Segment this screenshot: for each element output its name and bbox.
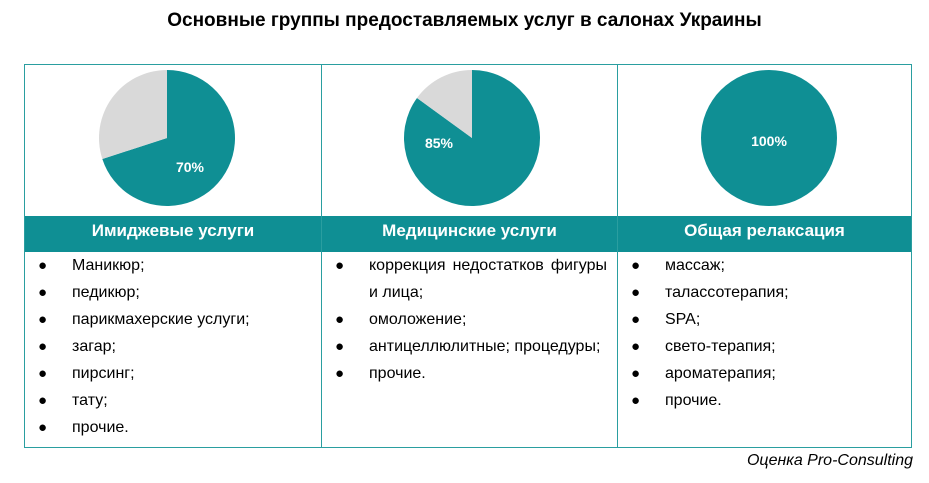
list-item: ● тату; bbox=[25, 387, 321, 414]
pie-chart-medical: 85% bbox=[322, 65, 617, 216]
pie-slice-value bbox=[102, 70, 235, 206]
bullet-icon: ● bbox=[38, 419, 48, 436]
bullet-icon: ● bbox=[38, 284, 48, 301]
pie-slice-value bbox=[701, 70, 837, 206]
bullet-icon: ● bbox=[38, 311, 48, 328]
bullet-icon: ● bbox=[38, 338, 48, 355]
bullet-icon: ● bbox=[631, 365, 641, 382]
list-item: ● прочие. bbox=[322, 360, 617, 387]
chart-title: Основные группы предоставляемых услуг в … bbox=[167, 10, 762, 31]
services-list: ● коррекция недостатков фигуры и лица; ● о… bbox=[322, 252, 617, 387]
list-item: ● парикмахерские услуги; bbox=[25, 306, 321, 333]
bullet-icon: ● bbox=[38, 365, 48, 382]
bullet-icon: ● bbox=[631, 392, 641, 409]
bullet-icon: ● bbox=[335, 257, 345, 274]
pie-medical-svg: 85% bbox=[404, 70, 540, 206]
bullet-icon: ● bbox=[631, 284, 641, 301]
bullet-icon: ● bbox=[38, 257, 48, 274]
pie-slice-remainder bbox=[98, 70, 167, 160]
list-item: ● коррекция недостатков фигуры и лица; bbox=[322, 252, 617, 306]
bullet-icon: ● bbox=[335, 365, 345, 382]
list-item: ● массаж; bbox=[618, 252, 911, 279]
bullet-icon: ● bbox=[631, 311, 641, 328]
pie-data-label: 85% bbox=[425, 135, 454, 151]
services-list: ● Маникюр; ● педикюр; ● парикмахерские услу… bbox=[25, 252, 321, 441]
list-item: ● свето-терапия; bbox=[618, 333, 911, 360]
column-medical-services: 85% Медицинские услуги ● коррекция недост… bbox=[321, 65, 617, 447]
bullet-icon: ● bbox=[335, 338, 345, 355]
list-item: ● пирсинг; bbox=[25, 360, 321, 387]
pie-data-label: 100% bbox=[751, 133, 787, 149]
source-note: Оценка Pro-Consulting bbox=[746, 452, 913, 469]
pie-relaxation-svg: 100% bbox=[701, 70, 837, 206]
list-item: ● ароматерапия; bbox=[618, 360, 911, 387]
list-item: ● SPA; bbox=[618, 306, 911, 333]
pie-chart-image: 70% bbox=[25, 65, 321, 216]
list-item: ● омоложение; bbox=[322, 306, 617, 333]
list-item: ● Маникюр; bbox=[25, 252, 321, 279]
pie-image-svg: 70% bbox=[98, 70, 235, 206]
pie-data-label: 70% bbox=[176, 159, 205, 175]
bullet-icon: ● bbox=[38, 392, 48, 409]
list-item: ● прочие. bbox=[25, 414, 321, 441]
column-header: Имиджевые услуги bbox=[25, 216, 321, 252]
services-table: 70% Имиджевые услуги ● Маникюр; ● педикюр;… bbox=[24, 64, 912, 448]
bullet-icon: ● bbox=[631, 257, 641, 274]
list-item: ● антицеллюлитные; процедуры; bbox=[322, 333, 617, 360]
list-item: ● педикюр; bbox=[25, 279, 321, 306]
pie-slice-remainder bbox=[416, 70, 472, 138]
list-item: ● талассотерапия; bbox=[618, 279, 911, 306]
column-image-services: 70% Имиджевые услуги ● Маникюр; ● педикюр;… bbox=[25, 65, 321, 447]
column-header: Общая релаксация bbox=[618, 216, 911, 252]
list-item: ● прочие. bbox=[618, 387, 911, 414]
pie-chart-relaxation: 100% bbox=[618, 65, 911, 216]
bullet-icon: ● bbox=[335, 311, 345, 328]
services-list: ● массаж; ● талассотерапия; ● SPA; ● свето-т… bbox=[618, 252, 911, 414]
column-header: Медицинские услуги bbox=[322, 216, 617, 252]
column-relaxation-services: 100% Общая релаксация ● массаж; ● талассот… bbox=[617, 65, 911, 447]
list-item: ● загар; bbox=[25, 333, 321, 360]
bullet-icon: ● bbox=[631, 338, 641, 355]
